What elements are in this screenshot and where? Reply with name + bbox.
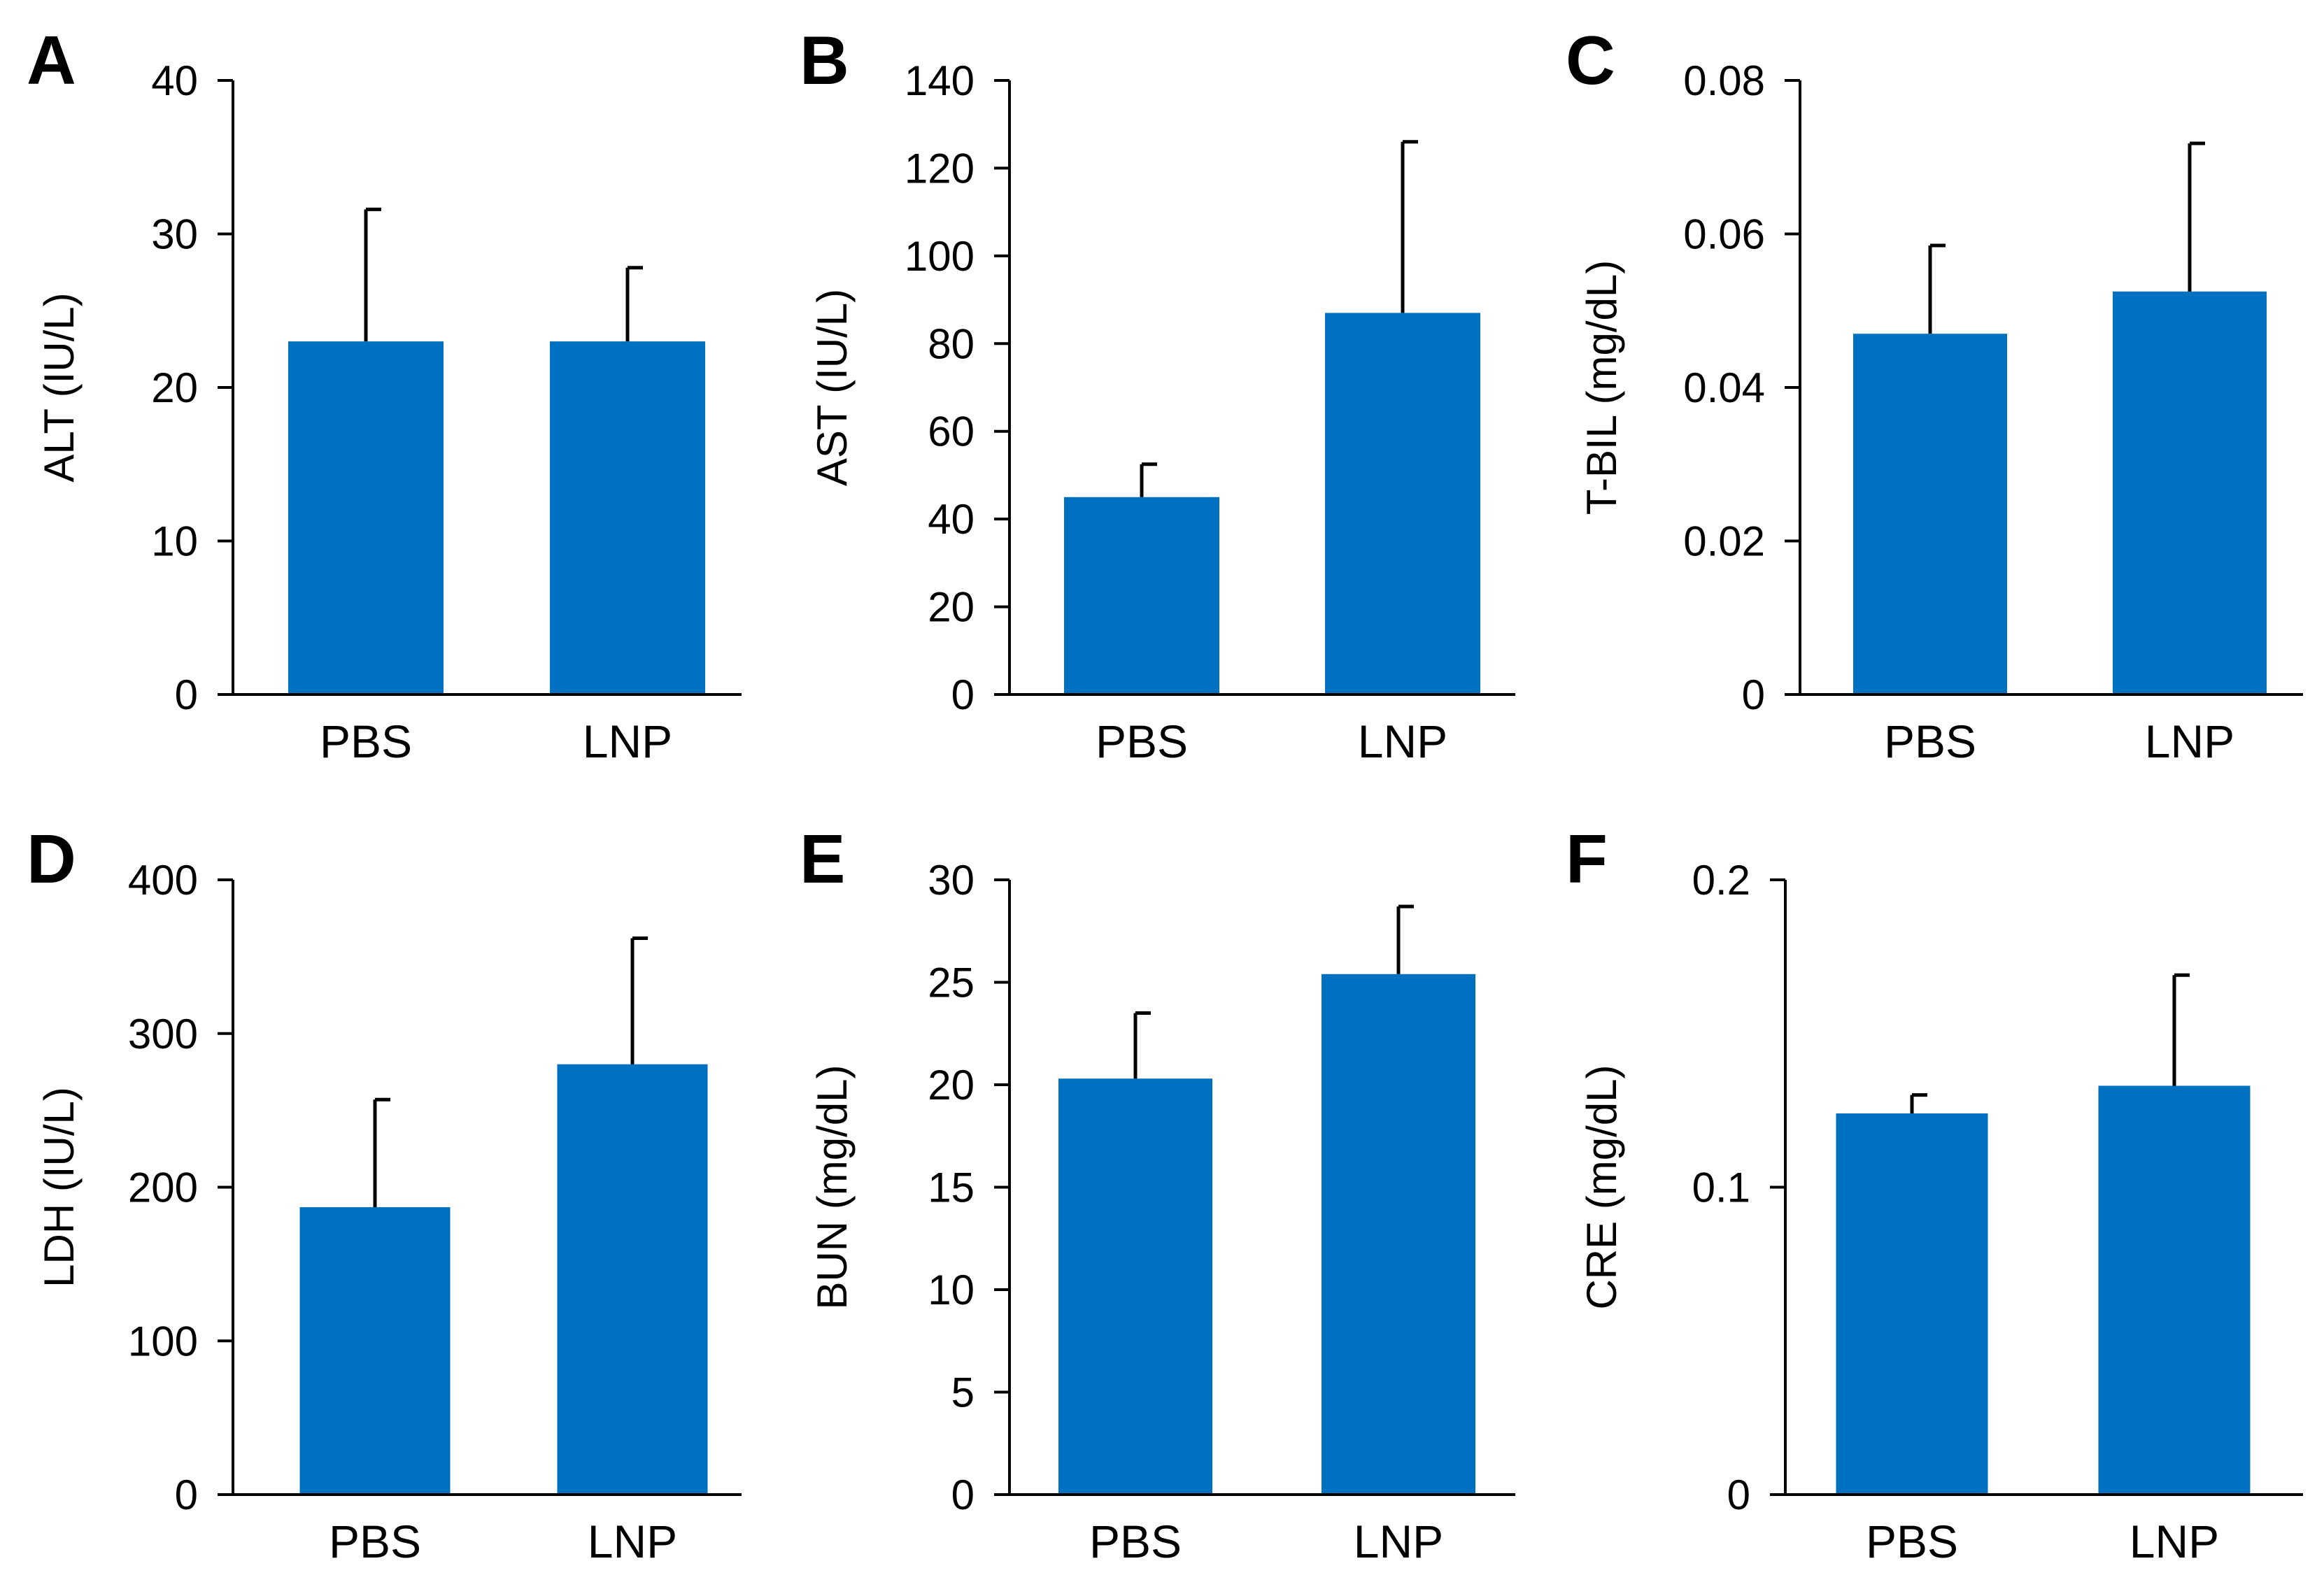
bar-lnp: [2098, 1085, 2251, 1495]
x-tick-label: PBS: [1089, 1516, 1182, 1567]
y-tick-label: 0: [1727, 1472, 1750, 1518]
bar-pbs: [1058, 1078, 1212, 1495]
panel-d: D PBS LNP 0 100 200 300 400 LDH (IU/L): [27, 820, 742, 1567]
x-tick-label: LNP: [588, 1516, 677, 1567]
bar-pbs: [1836, 1113, 1988, 1495]
bar-pbs: [1064, 497, 1219, 694]
y-tick-label: 30: [928, 857, 975, 904]
y-tick-label: 140: [905, 57, 975, 104]
y-tick-label: 20: [928, 584, 975, 631]
y-tick-label: 25: [928, 960, 975, 1006]
y-tick-label: 0.06: [1683, 211, 1765, 258]
y-tick-label: 0.08: [1683, 57, 1765, 104]
y-tick-label: 120: [905, 145, 975, 192]
panel-b: B PBS LNP 0 20 40 60 80 100 120 140 AST (IU/L): [800, 22, 1515, 767]
y-tick-label: 20: [151, 364, 198, 411]
x-tick-label: PBS: [1096, 715, 1188, 767]
bar-lnp: [1325, 313, 1480, 694]
panel-c: C PBS LNP 0 0.02 0.04 0.06 0.08 T-BIL (mg/dL): [1566, 22, 2303, 767]
y-tick-label: 15: [928, 1164, 975, 1211]
x-tick-label: LNP: [2130, 1516, 2219, 1567]
y-tick-label: 0.1: [1692, 1164, 1750, 1211]
bar-lnp: [550, 341, 705, 694]
y-tick-label: 0.04: [1683, 364, 1765, 411]
y-tick-label: 0: [1742, 671, 1765, 718]
y-tick-label: 0.02: [1683, 518, 1765, 565]
y-axis-title: LDH (IU/L): [36, 1087, 83, 1288]
panel-letter: B: [800, 22, 849, 99]
x-tick-label: PBS: [1866, 1516, 1958, 1567]
y-tick-label: 10: [928, 1267, 975, 1313]
y-tick-label: 30: [151, 211, 198, 258]
panel-letter: E: [800, 820, 845, 897]
bar-pbs: [1853, 334, 2007, 694]
x-tick-label: LNP: [2145, 715, 2234, 767]
bar-pbs: [288, 341, 444, 694]
x-tick-label: LNP: [1358, 715, 1447, 767]
y-tick-label: 20: [928, 1062, 975, 1109]
y-tick-label: 100: [905, 233, 975, 280]
bar-pbs: [299, 1207, 451, 1495]
y-tick-label: 40: [151, 57, 198, 104]
y-tick-label: 80: [928, 320, 975, 367]
panel-f: F PBS LNP 0 0.1 0.2 CRE (mg/dL): [1566, 820, 2303, 1567]
bar-lnp: [2113, 291, 2267, 694]
y-tick-label: 40: [928, 496, 975, 543]
y-tick-label: 10: [151, 518, 198, 565]
y-tick-label: 400: [128, 857, 198, 904]
y-tick-label: 0: [951, 671, 975, 718]
x-tick-label: PBS: [1884, 715, 1976, 767]
y-axis-title: CRE (mg/dL): [1578, 1064, 1625, 1309]
y-tick-label: 0.2: [1692, 857, 1750, 904]
panel-e: E PBS LNP 0 5 10 15 20 25 30 BUN (mg/dL): [800, 820, 1515, 1567]
y-tick-label: 5: [951, 1369, 975, 1416]
bar-lnp: [557, 1064, 708, 1495]
x-tick-label: PBS: [320, 715, 412, 767]
y-axis-title: ALT (IU/L): [36, 292, 83, 482]
bar-lnp: [1322, 974, 1475, 1495]
y-tick-label: 100: [128, 1318, 198, 1364]
y-tick-label: 60: [928, 408, 975, 455]
panel-letter: A: [27, 22, 76, 99]
y-axis-title: AST (IU/L): [809, 289, 856, 486]
y-tick-label: 300: [128, 1011, 198, 1057]
panel-a: A PBS LNP 0 10 20 30 40 ALT (IU/L): [27, 22, 742, 767]
x-tick-label: LNP: [1354, 1516, 1443, 1567]
y-axis-title: T-BIL (mg/dL): [1578, 260, 1625, 515]
x-tick-label: LNP: [583, 715, 672, 767]
panel-letter: F: [1566, 820, 1608, 897]
y-axis-title: BUN (mg/dL): [809, 1064, 856, 1309]
y-tick-label: 0: [951, 1472, 975, 1518]
y-tick-label: 200: [128, 1164, 198, 1211]
panel-letter: C: [1566, 22, 1615, 99]
x-tick-label: PBS: [329, 1516, 421, 1567]
y-tick-label: 0: [175, 1472, 198, 1518]
y-tick-label: 0: [175, 671, 198, 718]
panel-letter: D: [27, 820, 76, 897]
